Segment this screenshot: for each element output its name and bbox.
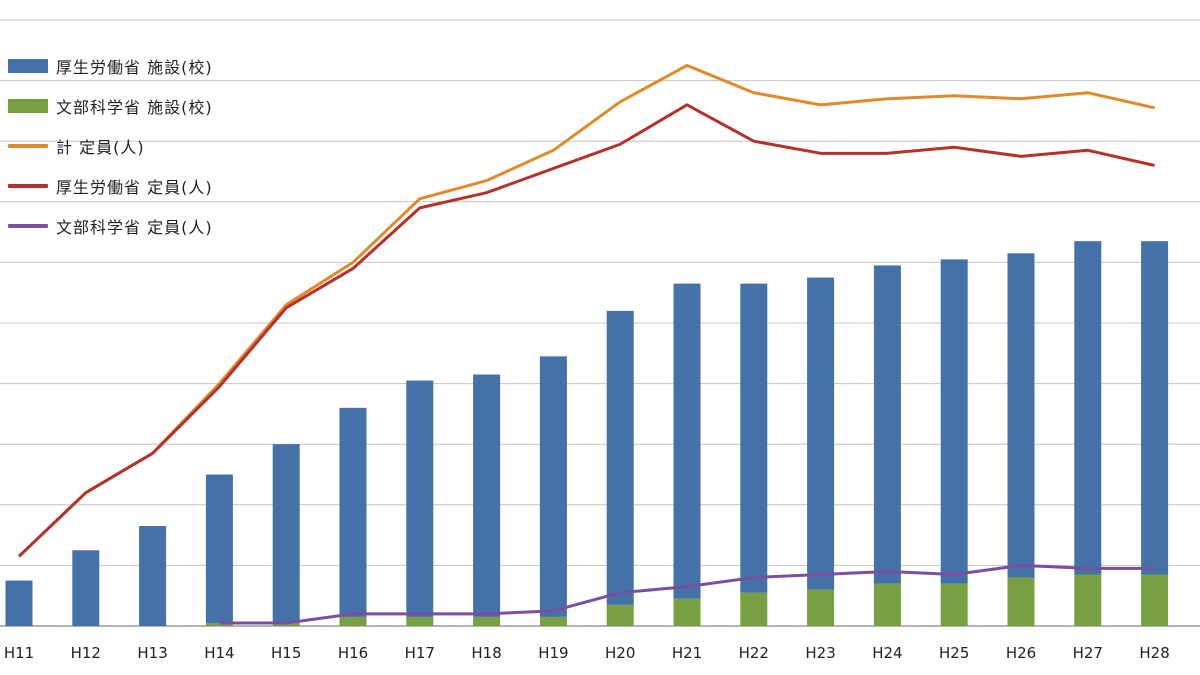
x-axis-ticks: H11 H12 H13 H14 H15 H16 H17 H18 H19 H20 H21 H22 H23 H…: [4, 644, 1170, 662]
bar-mext-facilities: [1141, 574, 1169, 626]
bar-mext-facilities: [539, 616, 567, 626]
bar-mext-facilities: [1074, 574, 1102, 626]
x-tick-label: H25: [939, 644, 969, 662]
x-tick-label: H13: [137, 644, 167, 662]
x-tick-label: H15: [271, 644, 301, 662]
legend-swatch: [8, 59, 48, 73]
x-tick-label: H18: [471, 644, 501, 662]
x-tick-label: H14: [204, 644, 234, 662]
bar-mext-facilities: [873, 583, 901, 626]
bar-mext-facilities: [606, 604, 634, 626]
x-tick-label: H27: [1073, 644, 1103, 662]
bar-series: [5, 241, 1169, 626]
x-tick-label: H22: [739, 644, 769, 662]
x-tick-label: H23: [805, 644, 835, 662]
legend-label: 文部科学省 定員(人): [56, 218, 213, 237]
bar-mhlw-facilities: [272, 444, 300, 623]
bar-mext-facilities: [406, 616, 434, 626]
x-tick-label: H17: [405, 644, 435, 662]
bar-mhlw-facilities: [606, 310, 634, 605]
line-series: [17, 63, 1155, 625]
bar-mext-facilities: [205, 622, 233, 626]
bar-mext-facilities: [473, 616, 501, 626]
bar-mhlw-facilities: [807, 277, 835, 590]
x-tick-label: H26: [1006, 644, 1036, 662]
bar-mhlw-facilities: [1141, 241, 1169, 575]
x-tick-label: H24: [872, 644, 902, 662]
x-tick-label: H11: [4, 644, 34, 662]
legend-label: 厚生労働省 定員(人): [56, 178, 213, 197]
legend-swatch: [8, 224, 48, 228]
legend-item-mhlw-facilities: 厚生労働省 施設(校): [8, 46, 213, 86]
x-tick-label: H20: [605, 644, 635, 662]
bar-mhlw-facilities: [1007, 253, 1035, 578]
bar-mhlw-facilities: [139, 526, 167, 626]
bar-mhlw-facilities: [5, 580, 33, 626]
bar-mhlw-facilities: [539, 356, 567, 617]
line-文部科学省-定員(人): [219, 563, 1155, 625]
bar-mhlw-facilities: [406, 380, 434, 617]
bar-mext-facilities: [807, 589, 835, 626]
bar-mext-facilities: [740, 592, 768, 626]
bar-mhlw-facilities: [473, 374, 501, 617]
bar-mhlw-facilities: [1074, 241, 1102, 575]
line-計-定員(人): [17, 63, 1155, 558]
legend-label: 文部科学省 施設(校): [56, 98, 213, 117]
bar-mhlw-facilities: [205, 474, 233, 623]
legend-item-mhlw-capacity: 厚生労働省 定員(人): [8, 166, 213, 206]
bar-mext-facilities: [673, 598, 701, 626]
bar-mhlw-facilities: [339, 407, 367, 617]
x-tick-label: H12: [71, 644, 101, 662]
legend-label: 厚生労働省 施設(校): [56, 58, 213, 77]
bar-mhlw-facilities: [673, 283, 701, 599]
bar-mhlw-facilities: [72, 550, 100, 626]
line-厚生労働省-定員(人): [17, 103, 1155, 558]
x-tick-label: H28: [1139, 644, 1169, 662]
bar-mhlw-facilities: [873, 265, 901, 584]
legend-swatch: [8, 99, 48, 113]
legend-item-total-capacity: 計 定員(人): [8, 126, 213, 166]
x-tick-label: H16: [338, 644, 368, 662]
legend-label: 計 定員(人): [56, 138, 145, 157]
x-tick-label: H19: [538, 644, 568, 662]
legend-item-mext-facilities: 文部科学省 施設(校): [8, 86, 213, 126]
bar-mext-facilities: [339, 616, 367, 626]
legend-swatch: [8, 184, 48, 188]
bar-mext-facilities: [940, 583, 968, 626]
bar-mhlw-facilities: [740, 283, 768, 593]
x-tick-label: H21: [672, 644, 702, 662]
bar-mext-facilities: [1007, 577, 1035, 626]
legend-swatch: [8, 144, 48, 148]
legend: 厚生労働省 施設(校) 文部科学省 施設(校) 計 定員(人) 厚生労働省 定員…: [8, 46, 213, 246]
bar-mext-facilities: [272, 622, 300, 626]
bar-mhlw-facilities: [940, 259, 968, 584]
gridlines: [0, 19, 1200, 627]
legend-item-mext-capacity: 文部科学省 定員(人): [8, 206, 213, 246]
